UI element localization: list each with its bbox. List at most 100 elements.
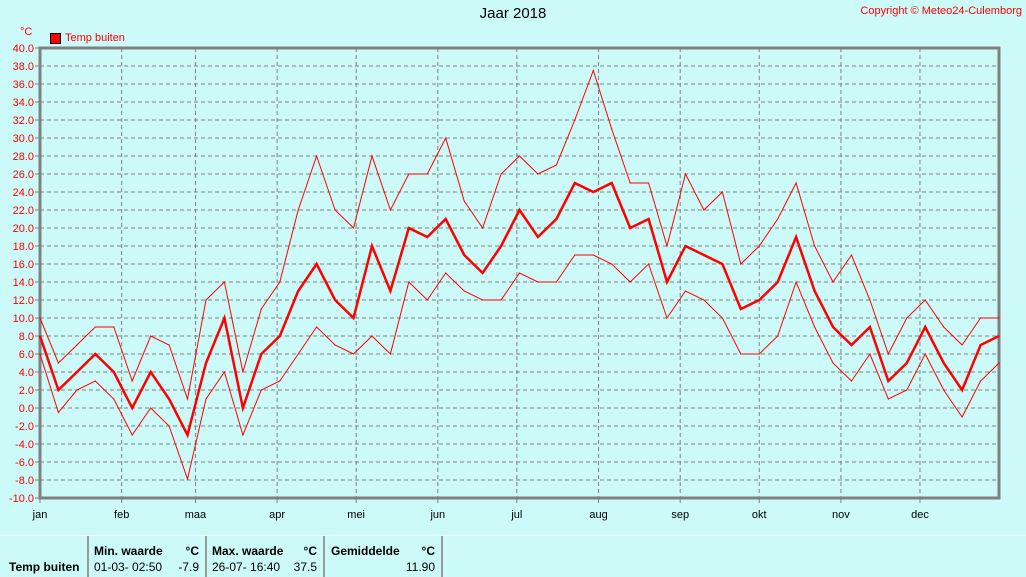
chart-title: Jaar 2018 — [479, 5, 547, 22]
x-tick-label-dec: dec — [911, 509, 929, 521]
data-point-avg — [998, 335, 1000, 337]
data-point-avg — [297, 290, 299, 292]
data-point-min — [869, 353, 871, 355]
data-point-max — [76, 344, 78, 346]
data-point-avg — [482, 272, 484, 274]
min-header: Min. waarde — [94, 544, 163, 558]
data-point-avg — [721, 263, 723, 265]
data-point-min — [463, 290, 465, 292]
x-tick-label-aug: aug — [589, 509, 607, 521]
data-point-max — [998, 317, 1000, 319]
data-point-min — [777, 335, 779, 337]
data-point-min — [518, 272, 521, 274]
data-point-min — [297, 353, 299, 355]
x-tick-label-feb: feb — [114, 509, 129, 521]
data-point-min — [647, 263, 650, 265]
min-datetime: 01-03- 02:50 — [94, 560, 163, 574]
y-tick-label: -2.0 — [15, 421, 34, 433]
y-axis-unit: °C — [20, 26, 33, 38]
max-unit: °C — [303, 544, 317, 558]
data-point-avg — [518, 209, 521, 211]
data-point-avg — [426, 236, 428, 238]
data-point-avg — [150, 371, 152, 373]
data-point-avg — [57, 389, 60, 391]
data-point-min — [850, 380, 853, 382]
data-point-min — [389, 353, 392, 355]
data-point-avg — [647, 218, 650, 220]
data-point-max — [57, 362, 60, 364]
max-header: Max. waarde — [212, 544, 284, 558]
data-point-min — [629, 281, 631, 283]
data-point-max — [260, 308, 262, 310]
data-point-max — [961, 344, 963, 346]
data-point-avg — [500, 245, 502, 247]
data-point-avg — [131, 407, 133, 409]
min-value: -7.9 — [178, 560, 199, 574]
data-point-avg — [389, 290, 392, 292]
x-tick-label-sep: sep — [671, 509, 689, 521]
data-point-max — [389, 209, 392, 211]
data-point-max — [979, 317, 982, 319]
data-point-min — [555, 281, 557, 283]
data-point-min — [445, 272, 447, 274]
data-point-max — [832, 281, 834, 283]
temperature-chart: 40.0 38.0 36.0 34.0 32.0 30.0 28.0 26.0 24.0 22.0… — [9, 43, 1001, 521]
y-tick-label: 4.0 — [19, 367, 34, 379]
data-point-min — [611, 263, 613, 265]
data-point-min — [592, 254, 594, 256]
data-point-avg — [316, 263, 318, 265]
x-tick-label-mei: mei — [347, 509, 365, 521]
y-tick-label: -4.0 — [15, 439, 34, 451]
data-point-avg — [813, 290, 816, 292]
data-point-avg — [113, 371, 115, 373]
data-point-min — [57, 411, 60, 414]
data-point-min — [260, 389, 262, 391]
data-point-min — [721, 317, 723, 319]
data-point-max — [758, 245, 760, 247]
data-point-avg — [592, 191, 594, 193]
data-point-min — [537, 281, 539, 283]
data-point-min — [832, 362, 834, 364]
data-point-max — [205, 299, 207, 301]
data-point-max — [869, 299, 871, 301]
data-point-avg — [703, 254, 705, 256]
data-point-min — [666, 317, 668, 319]
data-point-max — [703, 209, 705, 211]
data-point-min — [574, 254, 576, 256]
data-point-min — [740, 353, 742, 355]
data-point-avg — [186, 434, 189, 436]
data-point-max — [39, 317, 41, 319]
x-tick-label-okt: okt — [752, 509, 767, 521]
y-tick-label: 22.0 — [13, 205, 34, 217]
data-point-min — [758, 353, 760, 355]
data-point-max — [94, 326, 96, 328]
data-point-avg — [334, 299, 336, 301]
data-point-avg — [463, 254, 465, 256]
y-tick-label: 0.0 — [19, 403, 34, 415]
data-point-min — [906, 389, 908, 391]
data-point-min — [998, 362, 1000, 364]
y-tick-label: 40.0 — [13, 43, 34, 55]
data-point-min — [186, 478, 189, 480]
y-tick-label: 24.0 — [13, 187, 34, 199]
y-tick-label: 26.0 — [13, 169, 34, 181]
data-point-avg — [205, 362, 207, 364]
data-point-min — [334, 344, 336, 346]
data-point-min — [150, 407, 152, 409]
stats-min-cell: Min. waarde °C 01-03- 02:50 -7.9 — [89, 536, 207, 577]
y-tick-label: 8.0 — [19, 331, 34, 343]
data-point-min — [482, 299, 484, 301]
data-point-max — [813, 245, 816, 247]
data-point-max — [242, 371, 244, 373]
data-point-avg — [279, 335, 281, 337]
data-point-min — [39, 353, 41, 355]
data-point-max — [850, 254, 853, 256]
data-point-min — [979, 380, 982, 382]
data-point-avg — [39, 335, 41, 337]
data-point-min — [924, 353, 926, 355]
data-point-min — [887, 398, 889, 400]
data-point-max — [906, 317, 908, 319]
data-point-max — [611, 128, 613, 130]
data-point-min — [94, 380, 96, 382]
data-point-avg — [832, 326, 834, 328]
